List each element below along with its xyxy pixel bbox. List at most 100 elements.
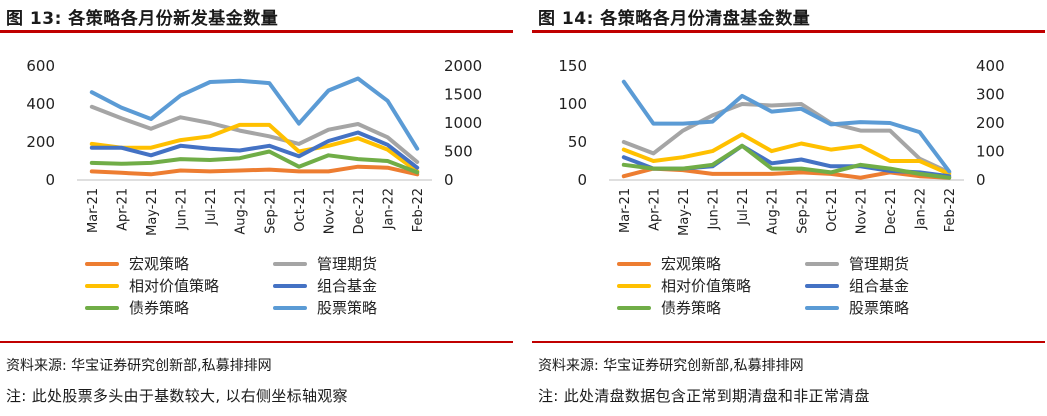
data-point	[356, 131, 360, 135]
data-point	[238, 169, 242, 173]
data-point	[297, 142, 301, 146]
x-axis-tick-label: Mar-21	[86, 188, 101, 233]
left-axis-tick-label: 0	[577, 171, 587, 189]
note-text: 注: 此处股票多头由于基数较大, 以右侧坐标轴观察	[6, 387, 348, 405]
data-point	[386, 166, 390, 170]
data-point	[711, 149, 715, 153]
data-point	[149, 172, 153, 176]
data-point	[119, 106, 123, 110]
data-point	[297, 169, 301, 173]
right-axis-tick-label: 0	[976, 171, 986, 189]
legend-label: 相对价值策略	[129, 277, 219, 295]
data-point	[415, 170, 419, 174]
x-axis-tick-label: Apr-21	[647, 188, 662, 231]
data-point	[622, 80, 626, 84]
x-axis-tick-label: Sep-21	[263, 188, 278, 234]
series-line-4	[621, 143, 952, 180]
data-point	[208, 158, 212, 162]
series-line-4	[89, 149, 420, 175]
data-point	[179, 138, 183, 142]
right-axis-tick-label: 200	[976, 114, 1005, 132]
series-line-1	[621, 102, 952, 175]
data-point	[711, 113, 715, 117]
data-point	[297, 150, 301, 154]
data-point	[651, 167, 655, 171]
data-point	[179, 144, 183, 148]
x-axis-tick-label: Jun-21	[175, 188, 190, 231]
data-point	[356, 122, 360, 126]
data-point	[327, 169, 331, 173]
data-point	[90, 142, 94, 146]
series-line-5	[621, 79, 952, 174]
data-point	[770, 167, 774, 171]
x-axis-tick-label: Jan-22	[382, 188, 397, 230]
series-line-0	[89, 164, 420, 177]
data-point	[238, 79, 242, 83]
x-axis-tick-label: Dec-21	[352, 188, 367, 234]
liquidated-funds-line-chart: 0 50 100 150 0 100 200 300 400 Mar-21 Apr-21 May-21…	[558, 57, 1005, 317]
data-point	[179, 157, 183, 161]
data-point	[238, 123, 242, 127]
data-point	[651, 122, 655, 126]
x-axis-tick-label: Jun-21	[707, 188, 722, 231]
data-point	[149, 146, 153, 150]
left-axis-tick-label: 0	[45, 171, 55, 189]
footer-divider	[532, 341, 1045, 343]
data-point	[799, 170, 803, 174]
data-point	[799, 102, 803, 106]
data-point	[297, 122, 301, 126]
data-point	[888, 167, 892, 171]
legend-label: 管理期货	[849, 255, 909, 273]
data-point	[681, 129, 685, 133]
data-point	[770, 104, 774, 108]
data-point	[90, 169, 94, 173]
data-point	[622, 140, 626, 144]
legend-label: 管理期货	[317, 255, 377, 273]
data-point	[740, 172, 744, 176]
legend-label: 股票策略	[317, 299, 377, 317]
data-point	[622, 163, 626, 167]
title-divider	[532, 30, 1045, 33]
right-axis-tick-label: 100	[976, 143, 1005, 161]
x-axis-tick-label: Oct-21	[293, 188, 308, 232]
data-point	[90, 161, 94, 165]
data-point	[297, 165, 301, 169]
figure-title: 图 14: 各策略各月份清盘基金数量	[538, 9, 811, 29]
data-point	[386, 99, 390, 103]
data-point	[208, 147, 212, 151]
right-axis-tick-label: 300	[976, 86, 1005, 104]
data-point	[267, 123, 271, 127]
source-text: 资料来源: 华宝证券研究创新部,私募排排网	[6, 358, 272, 374]
data-point	[888, 121, 892, 125]
data-point	[208, 80, 212, 84]
data-point	[149, 153, 153, 157]
x-axis-tick-label: Mar-21	[618, 188, 633, 233]
data-point	[356, 165, 360, 169]
data-point	[859, 129, 863, 133]
data-point	[888, 129, 892, 133]
data-point	[859, 144, 863, 148]
data-point	[386, 135, 390, 139]
data-point	[238, 156, 242, 160]
footer-divider	[0, 341, 513, 343]
data-point	[740, 132, 744, 136]
data-point	[238, 129, 242, 133]
data-point	[770, 161, 774, 165]
data-point	[149, 161, 153, 165]
data-point	[179, 94, 183, 98]
right-axis-tick-label: 0	[444, 171, 454, 189]
data-point	[119, 116, 123, 120]
x-axis-tick-label: Jul-21	[736, 188, 751, 226]
data-point	[208, 169, 212, 173]
figure-13-panel: 图 13: 各策略各月份新发基金数量 0 200 400 600 0 500 1000 150…	[0, 0, 513, 416]
data-point	[829, 148, 833, 152]
right-axis-tick-label: 400	[976, 57, 1005, 75]
data-point	[829, 122, 833, 126]
data-point	[681, 122, 685, 126]
data-point	[208, 134, 212, 138]
legend-label: 组合基金	[317, 277, 377, 295]
data-point	[297, 154, 301, 158]
data-point	[119, 146, 123, 150]
data-point	[267, 134, 271, 138]
x-axis-tick-label: May-21	[145, 188, 160, 236]
